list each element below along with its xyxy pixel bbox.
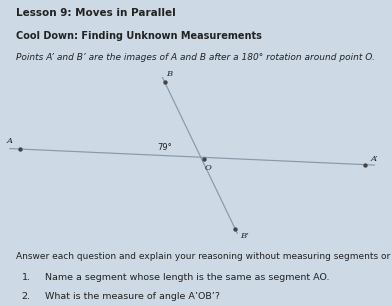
Text: A: A xyxy=(7,137,13,145)
Text: Points A’ and B’ are the images of A and B after a 180° rotation around point O.: Points A’ and B’ are the images of A and… xyxy=(16,53,374,62)
Text: 2.: 2. xyxy=(22,292,31,301)
Text: Lesson 9: Moves in Parallel: Lesson 9: Moves in Parallel xyxy=(16,8,176,18)
Point xyxy=(201,157,207,162)
Text: What is the measure of angle A’OB’?: What is the measure of angle A’OB’? xyxy=(45,292,220,301)
Text: B’: B’ xyxy=(241,232,249,240)
Point xyxy=(232,226,238,231)
Text: 1.: 1. xyxy=(22,273,31,282)
Point xyxy=(162,80,168,84)
Text: 79°: 79° xyxy=(157,143,172,152)
Text: Answer each question and explain your reasoning without measuring segments or an: Answer each question and explain your re… xyxy=(16,252,392,261)
Text: Cool Down: Finding Unknown Measurements: Cool Down: Finding Unknown Measurements xyxy=(16,31,261,41)
Text: Name a segment whose length is the same as segment AO.: Name a segment whose length is the same … xyxy=(45,273,330,282)
Text: B: B xyxy=(166,70,172,78)
Text: O: O xyxy=(205,164,212,172)
Point xyxy=(16,147,23,151)
Text: A’: A’ xyxy=(371,155,378,163)
Point xyxy=(361,162,368,167)
